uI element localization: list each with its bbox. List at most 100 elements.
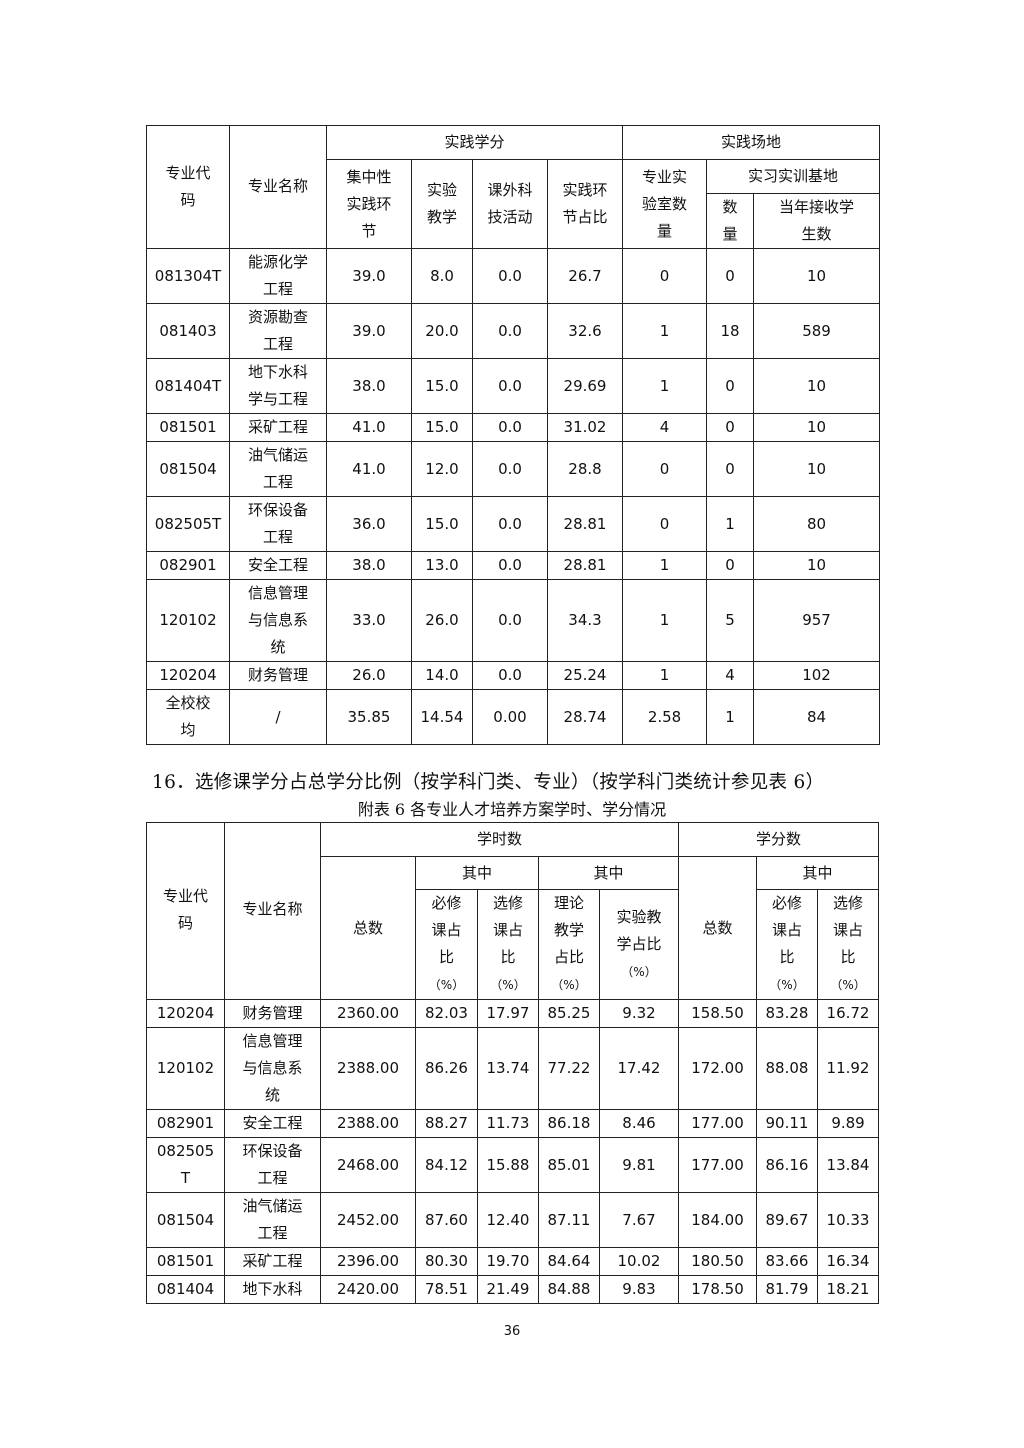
cell-value: 178.50 — [678, 1275, 757, 1304]
cell-value: 32.6 — [546, 303, 624, 359]
cell-code: 120204 — [146, 661, 230, 690]
cell-code: 082901 — [146, 1109, 225, 1138]
cell-value: 90.11 — [756, 1109, 818, 1138]
cell-value: 83.28 — [756, 999, 818, 1028]
header-labs: 专业实 验室数 量 — [622, 159, 708, 249]
cell-value: 0 — [706, 441, 755, 497]
cell-value: 15.0 — [411, 413, 473, 442]
header-code: 专业代 码 — [146, 125, 230, 249]
cell-value: 2452.00 — [320, 1192, 416, 1248]
cell-value: 10.02 — [599, 1247, 679, 1276]
cell-value: 83.66 — [756, 1247, 818, 1276]
cell-value: 78.51 — [415, 1275, 478, 1304]
cell-value: 0.0 — [472, 579, 548, 662]
cell-value: 0 — [622, 496, 708, 552]
cell-code: 082505T — [146, 496, 230, 552]
cell-value: 28.8 — [546, 441, 624, 497]
cell-value: 0.0 — [472, 496, 548, 552]
cell-value: 28.81 — [546, 496, 624, 552]
cell-value: 1 — [622, 661, 708, 690]
cell-value: 12.0 — [411, 441, 473, 497]
cell-code: 081304T — [146, 248, 230, 304]
cell-value: 13.0 — [411, 551, 473, 580]
cell-name: 能源化学 工程 — [229, 248, 327, 304]
table-row: 081403 资源勘查 工程 39.0 20.0 0.0 32.6 1 18 589 — [146, 303, 881, 359]
header-hours-total: 总数 — [320, 856, 416, 1000]
table-row: 081404 地下水科 2420.00 78.51 21.49 84.88 9.83 178.… — [146, 1275, 880, 1304]
cell-value: 80.30 — [415, 1247, 478, 1276]
cell-value: 0 — [622, 441, 708, 497]
cell-value: 0.0 — [472, 248, 548, 304]
cell-value: 1 — [622, 551, 708, 580]
hours-credits-table: 专业代 码 专业名称 学时数 学分数 总数 其中 其中 总数 其中 必修 课占 … — [146, 822, 880, 1304]
cell-value: 1 — [622, 579, 708, 662]
section-heading: 16．选修课学分占总学分比例（按学科门类、专业）（按学科门类统计参见表 6） — [152, 772, 825, 793]
cell-value: 14.54 — [411, 689, 473, 745]
cell-value: 589 — [753, 303, 881, 359]
header-required-ratio: 必修 课占 比（%） — [415, 889, 478, 1000]
cell-value: 25.24 — [546, 661, 624, 690]
cell-code: 全校校 均 — [146, 689, 230, 745]
cell-value: 0 — [706, 413, 755, 442]
cell-name: 采矿工程 — [224, 1247, 321, 1276]
cell-name: 信息管理 与信息系 统 — [224, 1027, 321, 1110]
cell-value: 16.34 — [816, 1247, 880, 1276]
cell-value: 10 — [753, 551, 881, 580]
table-row: 081501 采矿工程 41.0 15.0 0.0 31.02 4 0 10 — [146, 413, 881, 442]
cell-value: 180.50 — [678, 1247, 757, 1276]
cell-value: 18.21 — [816, 1275, 880, 1304]
cell-value: 81.79 — [756, 1275, 818, 1304]
cell-value: 35.85 — [326, 689, 412, 745]
cell-value: 1 — [706, 496, 755, 552]
cell-name: 地下水科 — [224, 1275, 321, 1304]
cell-value: 84.64 — [538, 1247, 600, 1276]
cell-value: 2388.00 — [320, 1109, 416, 1138]
header-bases: 实习实训基地 — [706, 159, 881, 194]
cell-value: 15.88 — [477, 1137, 539, 1193]
table-row: 081501 采矿工程 2396.00 80.30 19.70 84.64 10.02 180… — [146, 1247, 880, 1276]
cell-value: 86.16 — [756, 1137, 818, 1193]
cell-value: 41.0 — [326, 441, 412, 497]
cell-value: 41.0 — [326, 413, 412, 442]
cell-value: 26.0 — [411, 579, 473, 662]
cell-value: 33.0 — [326, 579, 412, 662]
header-theory-ratio: 理论 教学 占比 （%） — [538, 889, 600, 1000]
cell-value: 84 — [753, 689, 881, 745]
cell-code: 081404 — [146, 1275, 225, 1304]
header-elective-ratio: 选修 课占 比（%） — [477, 889, 539, 1000]
cell-value: 77.22 — [538, 1027, 600, 1110]
cell-value: 17.42 — [599, 1027, 679, 1110]
cell-value: 38.0 — [326, 551, 412, 580]
cell-code: 081501 — [146, 1247, 225, 1276]
cell-value: 0.0 — [472, 551, 548, 580]
cell-value: 184.00 — [678, 1192, 757, 1248]
cell-value: 15.0 — [411, 358, 473, 414]
table-body: 081304T 能源化学 工程 39.0 8.0 0.0 26.7 0 0 10 081403 资源… — [146, 248, 881, 745]
cell-value: 9.32 — [599, 999, 679, 1028]
cell-value: 11.73 — [477, 1109, 539, 1138]
cell-value: 21.49 — [477, 1275, 539, 1304]
cell-value: 84.12 — [415, 1137, 478, 1193]
cell-value: 12.40 — [477, 1192, 539, 1248]
header-credit-elective-ratio: 选修 课占 比（%） — [816, 889, 880, 1000]
cell-value: 39.0 — [326, 303, 412, 359]
table-row: 081404T 地下水科 学与工程 38.0 15.0 0.0 29.69 1 0 10 — [146, 358, 881, 414]
cell-name: 油气储运 工程 — [224, 1192, 321, 1248]
cell-value: 10 — [753, 358, 881, 414]
cell-value: 82.03 — [415, 999, 478, 1028]
cell-value: 1 — [706, 689, 755, 745]
page-number: 36 — [503, 1324, 521, 1339]
table-row: 082505 T 环保设备 工程 2468.00 84.12 15.88 85.01 9.8… — [146, 1137, 880, 1193]
table-row: 120102 信息管理 与信息系 统 33.0 26.0 0.0 34.3 1 5 957 — [146, 579, 881, 662]
cell-value: 4 — [706, 661, 755, 690]
practice-credits-table: 专业代 码 专业名称 实践学分 实践场地 集中性 实践环 节 实验 教学 课外科… — [146, 125, 881, 745]
cell-value: 177.00 — [678, 1137, 757, 1193]
cell-value: 29.69 — [546, 358, 624, 414]
table-row: 120204 财务管理 26.0 14.0 0.0 25.24 1 4 102 — [146, 661, 881, 690]
cell-value: 26.0 — [326, 661, 412, 690]
cell-value: 1 — [622, 303, 708, 359]
header-practice-credits: 实践学分 — [325, 125, 624, 160]
cell-value: 2388.00 — [320, 1027, 416, 1110]
cell-value: 39.0 — [326, 248, 412, 304]
table-row: 081504 油气储运 工程 2452.00 87.60 12.40 87.11 7.67 1… — [146, 1192, 880, 1248]
